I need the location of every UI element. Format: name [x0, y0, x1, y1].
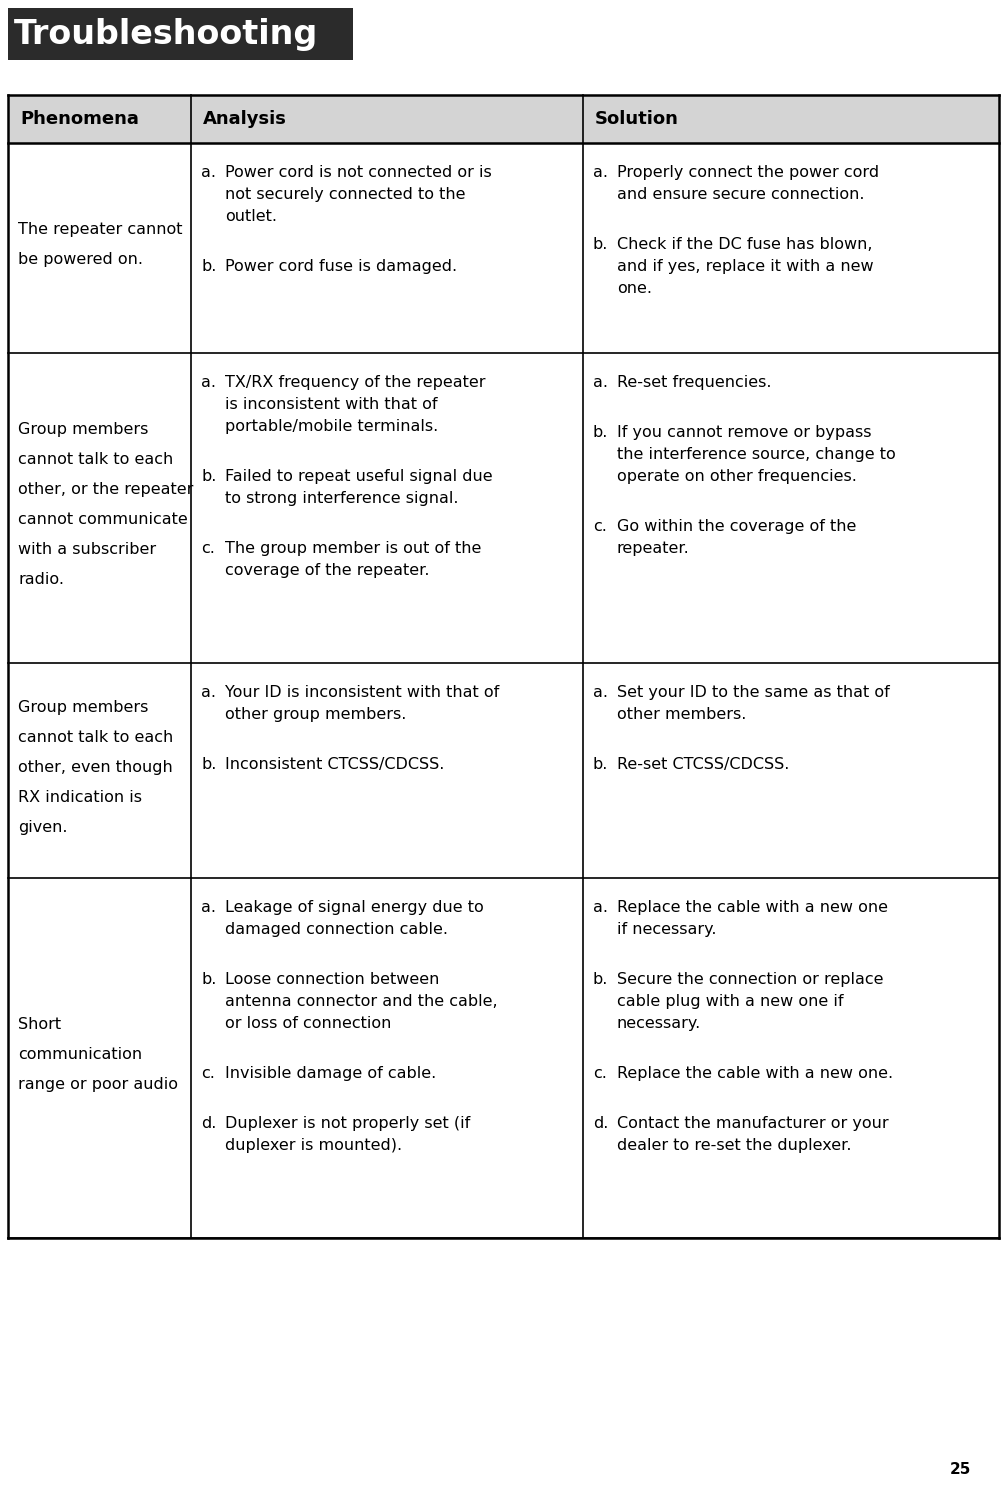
Text: other members.: other members.: [616, 708, 746, 723]
Text: other, or the repeater: other, or the repeater: [18, 482, 193, 497]
Text: duplexer is mounted).: duplexer is mounted).: [226, 1138, 403, 1153]
Text: The repeater cannot: The repeater cannot: [18, 221, 182, 236]
Text: Failed to repeat useful signal due: Failed to repeat useful signal due: [226, 470, 493, 485]
Text: Troubleshooting: Troubleshooting: [14, 18, 318, 51]
Text: and if yes, replace it with a new: and if yes, replace it with a new: [616, 259, 873, 274]
Text: a.: a.: [593, 165, 608, 180]
Text: a.: a.: [201, 685, 217, 700]
Text: b.: b.: [593, 972, 608, 987]
Text: Group members: Group members: [18, 700, 148, 715]
Text: cannot communicate: cannot communicate: [18, 512, 187, 527]
Text: Group members: Group members: [18, 422, 148, 437]
Text: The group member is out of the: The group member is out of the: [226, 542, 481, 557]
Text: Invisible damage of cable.: Invisible damage of cable.: [226, 1067, 437, 1082]
Text: cannot talk to each: cannot talk to each: [18, 452, 173, 467]
Text: a.: a.: [201, 165, 217, 180]
Text: antenna connector and the cable,: antenna connector and the cable,: [226, 993, 497, 1008]
Text: and ensure secure connection.: and ensure secure connection.: [616, 187, 864, 202]
Text: necessary.: necessary.: [616, 1016, 701, 1031]
Text: RX indication is: RX indication is: [18, 790, 142, 805]
Text: cable plug with a new one if: cable plug with a new one if: [616, 993, 843, 1008]
Text: Loose connection between: Loose connection between: [226, 972, 440, 987]
Text: TX/RX frequency of the repeater: TX/RX frequency of the repeater: [226, 375, 485, 390]
Text: Properly connect the power cord: Properly connect the power cord: [616, 165, 879, 180]
Text: range or poor audio: range or poor audio: [18, 1077, 178, 1092]
Bar: [8, 96, 999, 144]
Text: other, even though: other, even though: [18, 760, 173, 775]
Text: a.: a.: [201, 901, 217, 916]
Text: Go within the coverage of the: Go within the coverage of the: [616, 519, 856, 534]
Text: b.: b.: [593, 236, 608, 251]
Text: to strong interference signal.: to strong interference signal.: [226, 491, 459, 506]
Text: Power cord fuse is damaged.: Power cord fuse is damaged.: [226, 259, 457, 274]
Text: Contact the manufacturer or your: Contact the manufacturer or your: [616, 1116, 888, 1131]
Text: a.: a.: [201, 375, 217, 390]
Text: Re-set CTCSS/CDCSS.: Re-set CTCSS/CDCSS.: [616, 757, 789, 772]
Text: Analysis: Analysis: [203, 111, 287, 129]
Text: 25: 25: [950, 1463, 971, 1478]
Text: Re-set frequencies.: Re-set frequencies.: [616, 375, 771, 390]
Bar: [8, 353, 999, 663]
Text: Phenomena: Phenomena: [20, 111, 139, 129]
Text: Set your ID to the same as that of: Set your ID to the same as that of: [616, 685, 889, 700]
Text: If you cannot remove or bypass: If you cannot remove or bypass: [616, 425, 871, 440]
Text: damaged connection cable.: damaged connection cable.: [226, 922, 448, 936]
Bar: [8, 7, 353, 60]
Text: Leakage of signal energy due to: Leakage of signal energy due to: [226, 901, 484, 916]
Text: Secure the connection or replace: Secure the connection or replace: [616, 972, 883, 987]
Text: or loss of connection: or loss of connection: [226, 1016, 392, 1031]
Text: b.: b.: [201, 757, 217, 772]
Text: with a subscriber: with a subscriber: [18, 542, 156, 557]
Text: Solution: Solution: [595, 111, 679, 129]
Text: the interference source, change to: the interference source, change to: [616, 447, 895, 462]
Text: a.: a.: [593, 685, 608, 700]
Bar: [8, 663, 999, 878]
Text: Duplexer is not properly set (if: Duplexer is not properly set (if: [226, 1116, 470, 1131]
Text: if necessary.: if necessary.: [616, 922, 716, 936]
Text: a.: a.: [593, 375, 608, 390]
Text: Inconsistent CTCSS/CDCSS.: Inconsistent CTCSS/CDCSS.: [226, 757, 445, 772]
Text: a.: a.: [593, 901, 608, 916]
Text: b.: b.: [201, 259, 217, 274]
Text: d.: d.: [593, 1116, 608, 1131]
Bar: [8, 878, 999, 1239]
Text: c.: c.: [593, 1067, 606, 1082]
Text: not securely connected to the: not securely connected to the: [226, 187, 466, 202]
Text: radio.: radio.: [18, 571, 64, 586]
Text: other group members.: other group members.: [226, 708, 407, 723]
Text: given.: given.: [18, 820, 67, 835]
Text: b.: b.: [593, 425, 608, 440]
Text: repeater.: repeater.: [616, 542, 690, 557]
Text: coverage of the repeater.: coverage of the repeater.: [226, 562, 430, 577]
Text: b.: b.: [201, 972, 217, 987]
Text: Replace the cable with a new one: Replace the cable with a new one: [616, 901, 888, 916]
Text: Short: Short: [18, 1017, 61, 1032]
Text: c.: c.: [201, 1067, 215, 1082]
Text: Check if the DC fuse has blown,: Check if the DC fuse has blown,: [616, 236, 872, 251]
Text: Power cord is not connected or is: Power cord is not connected or is: [226, 165, 492, 180]
Text: b.: b.: [593, 757, 608, 772]
Text: is inconsistent with that of: is inconsistent with that of: [226, 396, 438, 411]
Text: c.: c.: [201, 542, 215, 557]
Text: cannot talk to each: cannot talk to each: [18, 730, 173, 745]
Text: c.: c.: [593, 519, 606, 534]
Bar: [8, 144, 999, 353]
Text: portable/mobile terminals.: portable/mobile terminals.: [226, 419, 439, 434]
Text: Your ID is inconsistent with that of: Your ID is inconsistent with that of: [226, 685, 499, 700]
Text: outlet.: outlet.: [226, 209, 277, 224]
Text: operate on other frequencies.: operate on other frequencies.: [616, 470, 857, 485]
Text: be powered on.: be powered on.: [18, 251, 143, 266]
Text: one.: one.: [616, 281, 652, 296]
Text: b.: b.: [201, 470, 217, 485]
Text: d.: d.: [201, 1116, 217, 1131]
Text: Replace the cable with a new one.: Replace the cable with a new one.: [616, 1067, 893, 1082]
Text: dealer to re-set the duplexer.: dealer to re-set the duplexer.: [616, 1138, 851, 1153]
Text: communication: communication: [18, 1047, 142, 1062]
